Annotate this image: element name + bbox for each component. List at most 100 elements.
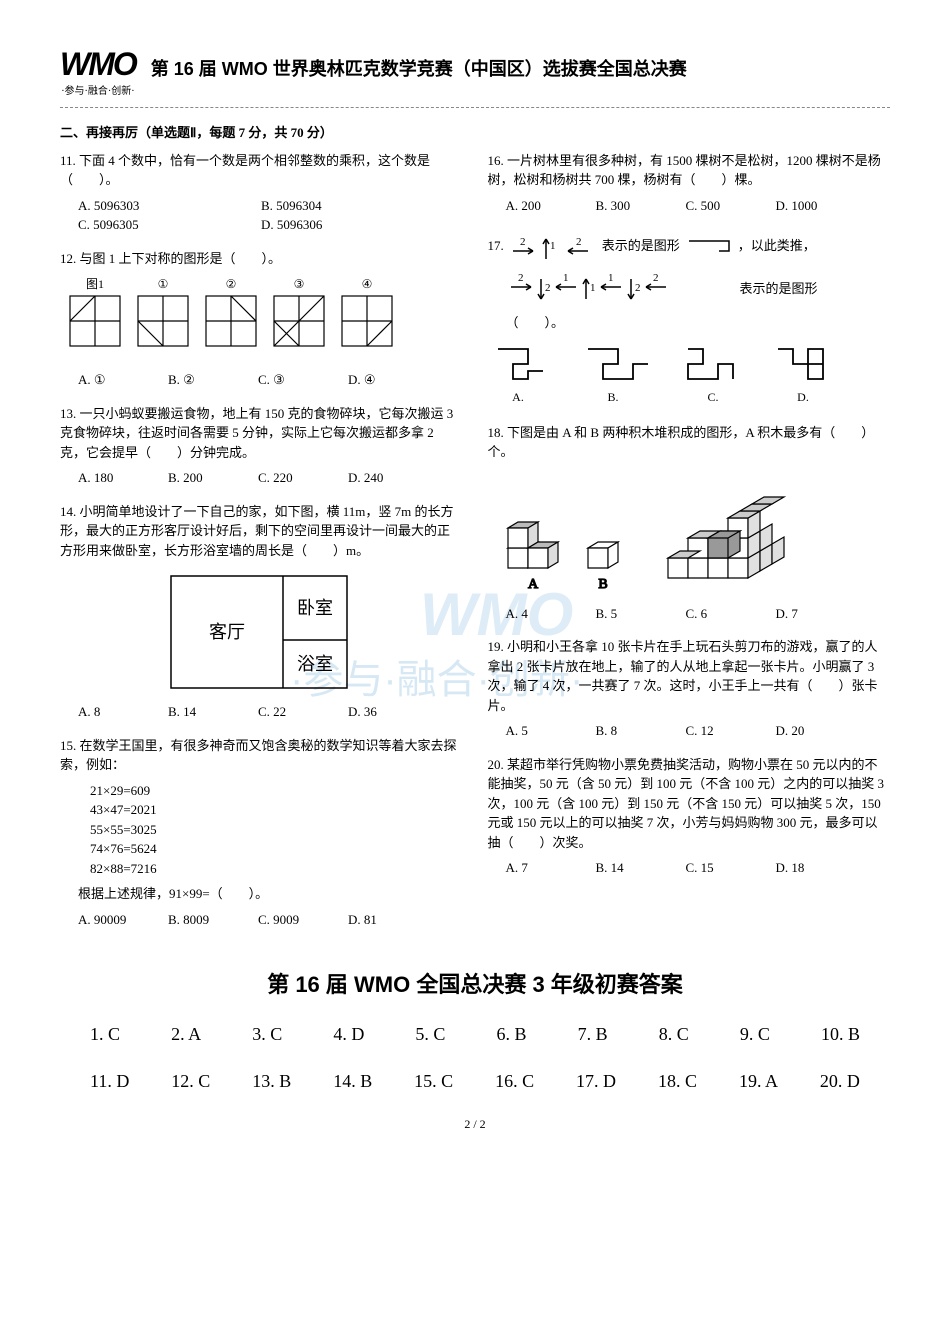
svg-text:2: 2 — [520, 236, 526, 248]
q17-tail: （ ）。 — [488, 313, 891, 333]
ans-8: 8. C — [659, 1021, 689, 1048]
q19-opt-b: B. 8 — [596, 721, 676, 741]
q18-figure: A B — [488, 468, 891, 598]
q14-options: A. 8 B. 14 C. 22 D. 36 — [60, 702, 463, 722]
q12-opt-c: C. ③ — [258, 370, 338, 390]
question-18: 18. 下图是由 A 和 B 两种积木堆积成的图形，A 积木最多有（ ）个。 A — [488, 423, 891, 624]
q11-opt-b: B. 5096304 — [261, 196, 434, 216]
q13-text: 13. 一只小蚂蚁要搬运食物，地上有 150 克的食物碎块，它每次搬运 3 克食… — [60, 404, 463, 463]
q13-options: A. 180 B. 200 C. 220 D. 240 — [60, 468, 463, 488]
q14-opt-d: D. 36 — [348, 702, 428, 722]
q17-mid3: 表示的是图形 — [740, 279, 818, 299]
q15-ex-4: 82×88=7216 — [90, 859, 463, 879]
q13-opt-a: A. 180 — [78, 468, 158, 488]
svg-text:2: 2 — [518, 272, 524, 284]
q20-opt-c: C. 15 — [686, 858, 766, 878]
q11-opt-c: C. 5096305 — [78, 215, 251, 235]
right-column: 16. 一片树林里有很多种树，有 1500 棵树不是松树，1200 棵树不是杨树… — [488, 151, 891, 944]
q18-text: 18. 下图是由 A 和 B 两种积木堆积成的图形，A 积木最多有（ ）个。 — [488, 423, 891, 462]
q14-opt-a: A. 8 — [78, 702, 158, 722]
q17-shape1 — [684, 236, 734, 256]
question-12: 12. 与图 1 上下对称的图形是（ ）。 — [60, 249, 463, 390]
ans-14: 14. B — [333, 1068, 372, 1095]
logo: WMO ·参与·融合·创新· — [60, 40, 136, 99]
q15-examples: 21×29=609 43×47=2021 55×55=3025 74×76=56… — [60, 781, 463, 879]
question-13: 13. 一只小蚂蚁要搬运食物，地上有 150 克的食物碎块，它每次搬运 3 克食… — [60, 404, 463, 488]
q17-mid2: ，以此类推， — [738, 236, 816, 256]
q19-opt-d: D. 20 — [776, 721, 856, 741]
q18-opt-d: D. 7 — [776, 604, 856, 624]
q17-options-fig: A. B. C. D. — [488, 339, 891, 409]
ans-10: 10. B — [821, 1021, 860, 1048]
svg-text:2: 2 — [635, 282, 641, 294]
svg-text:卧室: 卧室 — [297, 598, 333, 618]
question-15: 15. 在数学王国里，有很多神奇而又饱含奥秘的数学知识等着大家去探索，例如： 2… — [60, 736, 463, 930]
q20-options: A. 7 B. 14 C. 15 D. 18 — [488, 858, 891, 878]
q17-fig2: 2 2 1 1 1 2 2 — [506, 269, 736, 309]
page-header: WMO ·参与·融合·创新· 第 16 届 WMO 世界奥林匹克数学竞赛（中国区… — [60, 40, 890, 108]
q18-options: A. 4 B. 5 C. 6 D. 7 — [488, 604, 891, 624]
svg-text:图1: 图1 — [86, 277, 104, 291]
q16-options: A. 200 B. 300 C. 500 D. 1000 — [488, 196, 891, 216]
ans-7: 7. B — [578, 1021, 608, 1048]
q20-opt-b: B. 14 — [596, 858, 676, 878]
q13-opt-b: B. 200 — [168, 468, 248, 488]
svg-text:1: 1 — [550, 240, 556, 252]
ans-6: 6. B — [497, 1021, 527, 1048]
q17-fig1: 2 1 2 — [508, 229, 598, 263]
q14-text: 14. 小明简单地设计了一下自己的家，如下图，横 11m，竖 7m 的长方形，最… — [60, 502, 463, 561]
q13-opt-d: D. 240 — [348, 468, 428, 488]
q15-tail: 根据上述规律，91×99=（ ）。 — [60, 884, 463, 904]
svg-text:2: 2 — [653, 272, 659, 284]
svg-text:浴室: 浴室 — [297, 654, 333, 674]
ans-12: 12. C — [171, 1068, 210, 1095]
q12-options: A. ① B. ② C. ③ D. ④ — [60, 370, 463, 390]
svg-text:A.: A. — [512, 390, 524, 404]
header-title: 第 16 届 WMO 世界奥林匹克数学竞赛（中国区）选拔赛全国总决赛 — [151, 56, 687, 83]
ans-17: 17. D — [576, 1068, 616, 1095]
q16-opt-b: B. 300 — [596, 196, 676, 216]
q17-num: 17. — [488, 236, 504, 256]
svg-text:2: 2 — [576, 236, 582, 248]
q15-text: 15. 在数学王国里，有很多神奇而又饱含奥秘的数学知识等着大家去探索，例如： — [60, 736, 463, 775]
q18-opt-a: A. 4 — [506, 604, 586, 624]
question-14: 14. 小明简单地设计了一下自己的家，如下图，横 11m，竖 7m 的长方形，最… — [60, 502, 463, 722]
svg-text:1: 1 — [608, 272, 614, 284]
svg-text:A: A — [527, 577, 538, 592]
ans-16: 16. C — [495, 1068, 534, 1095]
ans-1: 1. C — [90, 1021, 120, 1048]
left-column: 11. 下面 4 个数中，恰有一个数是两个相邻整数的乘积，这个数是（ ）。 A.… — [60, 151, 463, 944]
ans-5: 5. C — [415, 1021, 445, 1048]
question-11: 11. 下面 4 个数中，恰有一个数是两个相邻整数的乘积，这个数是（ ）。 A.… — [60, 151, 463, 235]
q15-opt-c: C. 9009 — [258, 910, 338, 930]
q17-mid1: 表示的是图形 — [602, 236, 680, 256]
svg-text:C.: C. — [707, 390, 718, 404]
ans-3: 3. C — [252, 1021, 282, 1048]
q19-opt-a: A. 5 — [506, 721, 586, 741]
q12-figure: 图1 ① ② ③ ④ — [60, 274, 463, 364]
svg-text:B.: B. — [607, 390, 618, 404]
q14-opt-b: B. 14 — [168, 702, 248, 722]
ans-18: 18. C — [658, 1068, 697, 1095]
ans-19: 19. A — [739, 1068, 778, 1095]
q16-opt-d: D. 1000 — [776, 196, 856, 216]
q16-opt-a: A. 200 — [506, 196, 586, 216]
answers-row-1: 1. C 2. A 3. C 4. D 5. C 6. B 7. B 8. C … — [60, 1021, 890, 1048]
svg-text:1: 1 — [563, 272, 569, 284]
answers-title: 第 16 届 WMO 全国总决赛 3 年级初赛答案 — [60, 968, 890, 1001]
question-19: 19. 小明和小王各拿 10 张卡片在手上玩石头剪刀布的游戏，赢了的人拿出 2 … — [488, 637, 891, 741]
q11-options: A. 5096303 B. 5096304 C. 5096305 D. 5096… — [60, 196, 463, 235]
q11-text: 11. 下面 4 个数中，恰有一个数是两个相邻整数的乘积，这个数是（ ）。 — [60, 151, 463, 190]
q15-opt-a: A. 90009 — [78, 910, 158, 930]
q12-text: 12. 与图 1 上下对称的图形是（ ）。 — [60, 249, 463, 269]
svg-text:2: 2 — [545, 282, 551, 294]
q12-opt-a: A. ① — [78, 370, 158, 390]
ans-15: 15. C — [414, 1068, 453, 1095]
q11-opt-d: D. 5096306 — [261, 215, 434, 235]
logo-text: WMO — [60, 40, 136, 88]
q15-options: A. 90009 B. 8009 C. 9009 D. 81 — [60, 910, 463, 930]
q13-opt-c: C. 220 — [258, 468, 338, 488]
q15-ex-1: 43×47=2021 — [90, 800, 463, 820]
svg-text:客厅: 客厅 — [209, 622, 245, 642]
ans-20: 20. D — [820, 1068, 860, 1095]
